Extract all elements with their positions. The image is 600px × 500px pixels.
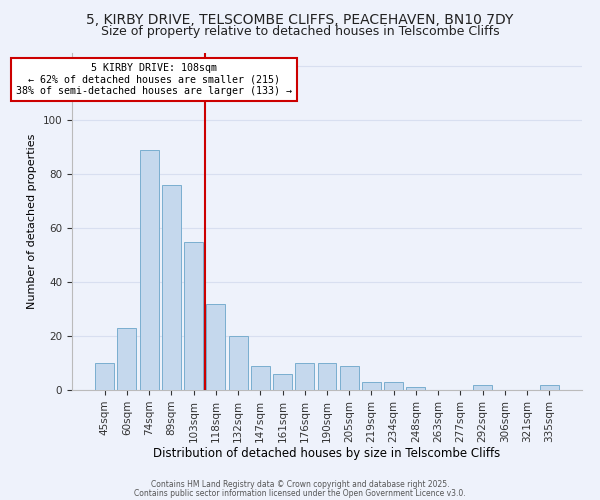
Bar xyxy=(384,382,403,390)
Text: Contains HM Land Registry data © Crown copyright and database right 2025.: Contains HM Land Registry data © Crown c… xyxy=(151,480,449,489)
Text: Size of property relative to detached houses in Telscombe Cliffs: Size of property relative to detached ho… xyxy=(101,25,499,38)
Bar xyxy=(540,384,559,390)
Y-axis label: Number of detached properties: Number of detached properties xyxy=(27,134,37,309)
Bar xyxy=(317,363,337,390)
Bar xyxy=(340,366,359,390)
Bar xyxy=(295,363,314,390)
Bar xyxy=(140,150,158,390)
Bar xyxy=(406,388,425,390)
Bar xyxy=(95,363,114,390)
Bar xyxy=(206,304,225,390)
Bar xyxy=(162,185,181,390)
Text: Contains public sector information licensed under the Open Government Licence v3: Contains public sector information licen… xyxy=(134,488,466,498)
Bar xyxy=(362,382,381,390)
Text: 5 KIRBY DRIVE: 108sqm
← 62% of detached houses are smaller (215)
38% of semi-det: 5 KIRBY DRIVE: 108sqm ← 62% of detached … xyxy=(16,64,292,96)
Bar xyxy=(184,242,203,390)
Bar xyxy=(251,366,270,390)
X-axis label: Distribution of detached houses by size in Telscombe Cliffs: Distribution of detached houses by size … xyxy=(154,448,500,460)
Text: 5, KIRBY DRIVE, TELSCOMBE CLIFFS, PEACEHAVEN, BN10 7DY: 5, KIRBY DRIVE, TELSCOMBE CLIFFS, PEACEH… xyxy=(86,12,514,26)
Bar xyxy=(473,384,492,390)
Bar xyxy=(273,374,292,390)
Bar xyxy=(229,336,248,390)
Bar xyxy=(118,328,136,390)
